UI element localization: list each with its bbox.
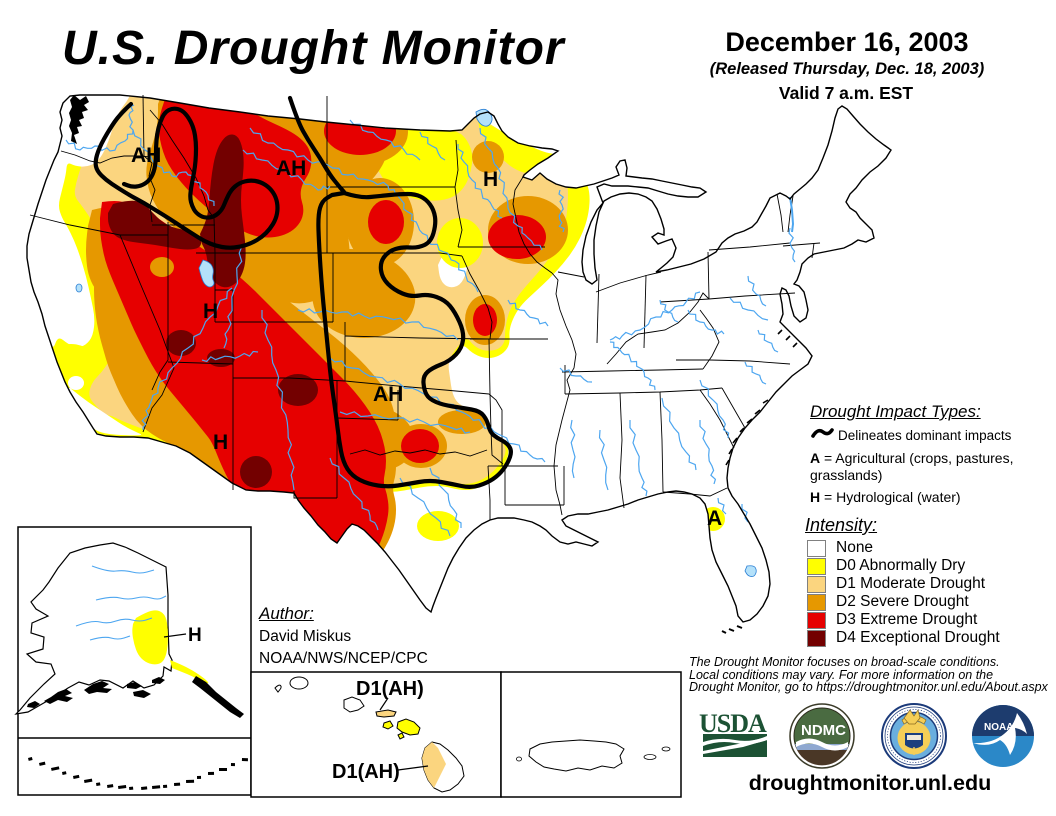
svg-text:NOAA: NOAA	[984, 722, 1013, 733]
svg-text:AH: AH	[276, 157, 306, 180]
svg-text:AH: AH	[131, 144, 161, 167]
svg-text:A: A	[707, 507, 722, 530]
svg-text:NDMC: NDMC	[801, 722, 846, 739]
svg-text:USDA: USDA	[699, 709, 767, 738]
svg-text:AH: AH	[373, 383, 403, 406]
svg-text:H: H	[188, 625, 202, 646]
svg-text:D1(AH): D1(AH)	[332, 761, 400, 783]
svg-text:D1(AH): D1(AH)	[356, 678, 424, 700]
svg-text:H: H	[203, 300, 218, 323]
svg-text:H: H	[213, 431, 228, 454]
svg-text:H: H	[483, 168, 498, 191]
